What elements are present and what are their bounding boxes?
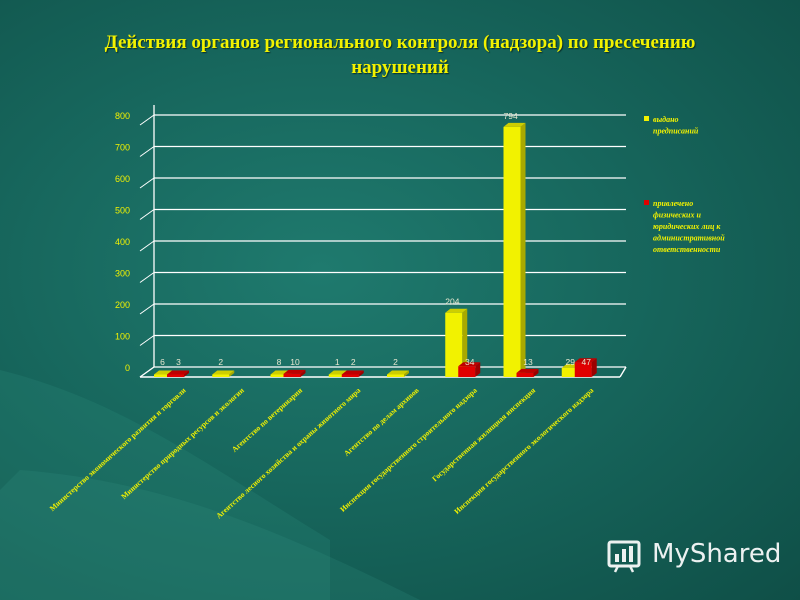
bar-series-2 bbox=[167, 374, 184, 377]
watermark-text: MyShared bbox=[652, 539, 782, 569]
y-tick-label: 500 bbox=[115, 206, 130, 216]
bar-series-2 bbox=[283, 373, 301, 377]
bar-series-2 bbox=[516, 372, 534, 377]
data-label: 34 bbox=[465, 357, 475, 367]
bar-series-1-top bbox=[445, 308, 468, 313]
chart-title: Действия органов регионального контроля … bbox=[0, 30, 800, 80]
gridline-side bbox=[139, 303, 155, 315]
gridline-side bbox=[139, 240, 155, 252]
bar-series-1 bbox=[561, 367, 579, 377]
legend-label: юридических лиц к bbox=[653, 222, 721, 231]
legend-marker bbox=[644, 116, 649, 121]
x-tick-label: Инспекция государственного строительного… bbox=[338, 386, 479, 514]
bar-series-2-top bbox=[167, 370, 189, 375]
legend-label: предписаний bbox=[653, 127, 699, 136]
x-tick-label: Министерство экономического развития и т… bbox=[48, 385, 188, 513]
data-label: 13 bbox=[523, 357, 533, 367]
bar-series-2 bbox=[341, 374, 359, 377]
bar-series-2-side bbox=[300, 369, 306, 377]
bar-series-1-side bbox=[462, 308, 468, 377]
data-label: 10 bbox=[290, 357, 300, 367]
bar-series-2-side bbox=[475, 362, 481, 377]
bar-series-1-side bbox=[404, 370, 409, 377]
bar-series-1 bbox=[503, 126, 521, 377]
y-tick-label: 800 bbox=[115, 111, 130, 121]
bar-series-2-top bbox=[283, 369, 306, 374]
bar-series-1 bbox=[270, 374, 288, 377]
bar-series-2 bbox=[574, 362, 592, 377]
data-label: 8 bbox=[277, 357, 282, 367]
floor-right-edge bbox=[619, 366, 627, 378]
y-tick-label: 700 bbox=[115, 143, 130, 153]
bar-series-1-top bbox=[503, 122, 526, 127]
myshared-logo-icon bbox=[607, 540, 641, 573]
y-tick-label: 600 bbox=[115, 174, 130, 184]
watermark: MyShared bbox=[606, 534, 781, 574]
x-tick-label: Инспекция государственного экологическог… bbox=[452, 386, 595, 516]
x-tick-label: Министерство природных ресурсов и эколог… bbox=[119, 385, 246, 501]
data-label: 1 bbox=[335, 357, 340, 367]
bar-series-1 bbox=[212, 374, 230, 377]
bar-series-1 bbox=[328, 374, 346, 377]
data-label: 794 bbox=[504, 111, 518, 121]
bar-series-1 bbox=[387, 374, 404, 377]
bar-series-2-top bbox=[516, 368, 539, 373]
data-label: 3 bbox=[176, 357, 181, 367]
gridline-side bbox=[139, 114, 155, 126]
data-label: 47 bbox=[582, 357, 592, 367]
data-label: 6 bbox=[160, 357, 165, 367]
y-tick-label: 100 bbox=[115, 332, 130, 342]
bar-series-2-top bbox=[458, 362, 481, 367]
legend-label: привлечено bbox=[653, 199, 693, 208]
gridline-side bbox=[139, 335, 155, 346]
bar-series-2-top bbox=[341, 370, 364, 375]
bar-series-1 bbox=[445, 312, 463, 377]
data-label: 2 bbox=[351, 357, 356, 367]
data-label: 2 bbox=[218, 357, 223, 367]
gridline-side bbox=[139, 146, 155, 157]
y-tick-label: 400 bbox=[115, 237, 130, 247]
gridline-side bbox=[139, 209, 155, 220]
bar-series-1 bbox=[154, 374, 171, 377]
y-tick-label: 200 bbox=[115, 300, 130, 310]
legend-label: административной bbox=[653, 234, 725, 243]
legend-marker bbox=[644, 200, 649, 205]
data-label: 29 bbox=[566, 357, 576, 367]
data-label: 204 bbox=[445, 297, 459, 307]
legend-label: ответственности bbox=[653, 245, 721, 254]
bar-series-2-side bbox=[358, 370, 364, 377]
bar-series-1-side bbox=[520, 122, 526, 377]
bar-series-1-top bbox=[212, 370, 235, 375]
bar-series-2-side bbox=[591, 358, 597, 377]
bar-series-1-top bbox=[387, 370, 409, 375]
legend-label: физических и bbox=[653, 211, 701, 220]
legend-label: выдано bbox=[653, 115, 679, 124]
gridline-side bbox=[139, 177, 155, 189]
x-tick-label: Государственная жилищная инспекция bbox=[430, 386, 537, 484]
y-tick-label: 300 bbox=[115, 269, 130, 279]
bar-series-2-side bbox=[533, 368, 539, 377]
bar-series-2-side bbox=[184, 370, 189, 377]
data-label: 2 bbox=[393, 357, 398, 367]
gridline-side bbox=[139, 272, 155, 283]
gridline-side bbox=[139, 366, 155, 378]
bar-series-1-side bbox=[229, 370, 235, 377]
bar-series-2 bbox=[458, 366, 476, 377]
bar-series-2-top bbox=[574, 358, 597, 363]
y-tick-label: 0 bbox=[125, 363, 130, 373]
chart-title-line-1: Действия органов регионального контроля … bbox=[104, 32, 696, 53]
chart-title-line-2: нарушений bbox=[351, 57, 449, 78]
